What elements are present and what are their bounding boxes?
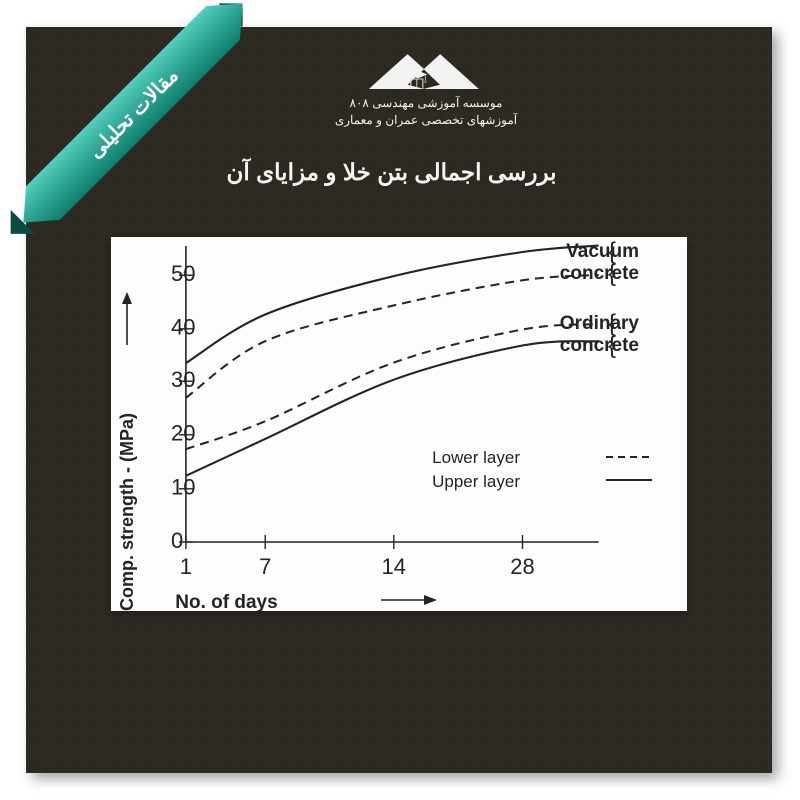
svg-text:Vacuum: Vacuum [567,241,640,262]
svg-text:20: 20 [172,421,196,446]
svg-text:1: 1 [181,554,193,579]
svg-text:No. of days: No. of days [176,592,278,611]
svg-text:Ordinary: Ordinary [561,313,641,334]
svg-text:Upper layer: Upper layer [433,472,521,491]
svg-text:Comp. strength - (MPa): Comp. strength - (MPa) [118,413,138,611]
svg-text:}: } [609,332,617,359]
svg-text:30: 30 [172,367,196,392]
svg-text:concrete: concrete [561,335,640,356]
svg-text:7: 7 [260,554,272,579]
svg-text:40: 40 [172,315,196,340]
svg-text:28: 28 [511,554,535,579]
svg-text:10: 10 [172,475,196,500]
svg-text:}: } [609,260,617,287]
svg-text:14: 14 [383,554,407,579]
svg-text:50: 50 [172,261,196,286]
svg-text:Lower layer: Lower layer [433,448,521,467]
svg-text:concrete: concrete [561,263,640,284]
svg-text:0: 0 [172,528,184,553]
